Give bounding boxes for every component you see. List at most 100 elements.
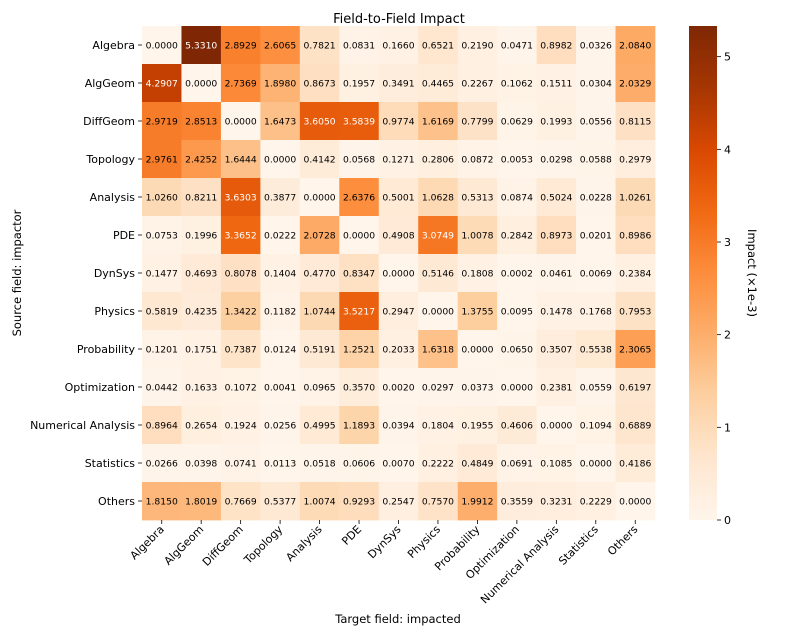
heatmap-cell xyxy=(378,444,419,483)
heatmap-cell xyxy=(418,330,459,369)
heatmap-cell xyxy=(181,444,222,483)
heatmap-cell xyxy=(615,216,656,255)
cell-value-label: 0.7799 xyxy=(461,116,493,127)
cell-value-label: 0.0518 xyxy=(303,458,335,469)
heatmap-cell xyxy=(615,64,656,103)
heatmap-cell xyxy=(378,64,419,103)
cell-value-label: 2.0728 xyxy=(303,230,335,241)
y-tick-label: Numerical Analysis xyxy=(30,419,135,432)
heatmap-cell xyxy=(615,406,656,445)
heatmap-cell xyxy=(497,444,537,483)
heatmap-cell xyxy=(142,102,182,141)
heatmap-cell xyxy=(260,216,301,255)
cell-value-label: 0.0650 xyxy=(501,344,533,355)
cell-value-label: 0.2222 xyxy=(422,458,454,469)
heatmap-cell xyxy=(220,102,261,141)
heatmap-cell xyxy=(536,406,577,445)
heatmap-cell xyxy=(615,444,656,483)
heatmap-cell xyxy=(497,292,537,331)
cell-value-label: 2.9761 xyxy=(146,154,178,165)
cell-value-label: 0.0568 xyxy=(343,154,375,165)
cell-value-label: 0.2190 xyxy=(461,40,493,51)
cell-value-label: 0.1804 xyxy=(422,420,454,431)
heatmap-cell xyxy=(299,330,340,369)
heatmap-cell xyxy=(615,292,656,331)
heatmap-cell xyxy=(142,406,182,445)
cell-value-label: 1.3422 xyxy=(225,306,257,317)
cell-value-label: 0.8078 xyxy=(225,268,257,279)
cell-value-label: 0.0471 xyxy=(501,40,533,51)
heatmap-cell xyxy=(536,140,577,179)
cell-value-label: 0.0095 xyxy=(501,306,533,317)
cell-value-label: 0.4235 xyxy=(185,306,217,317)
heatmap-cell xyxy=(181,178,222,217)
cell-value-label: 0.0002 xyxy=(501,268,533,279)
heatmap-cell xyxy=(418,254,459,293)
cell-value-label: 0.8115 xyxy=(619,116,651,127)
heatmap-cell xyxy=(142,254,182,293)
y-tick-label: Topology xyxy=(85,153,135,166)
heatmap-cell xyxy=(260,482,301,521)
cell-value-label: 1.8980 xyxy=(264,78,296,89)
cell-value-label: 0.0304 xyxy=(580,78,612,89)
heatmap-cell xyxy=(576,254,616,293)
cell-value-label: 0.8973 xyxy=(540,230,572,241)
cell-value-label: 2.3065 xyxy=(619,344,651,355)
cell-value-label: 0.5377 xyxy=(264,496,296,507)
heatmap-cell xyxy=(260,368,301,407)
cell-value-label: 0.8986 xyxy=(619,230,651,241)
cell-value-label: 1.0260 xyxy=(146,192,178,203)
heatmap-cell xyxy=(615,482,656,521)
heatmap-cell xyxy=(418,102,459,141)
cell-value-label: 0.7821 xyxy=(303,40,335,51)
cell-value-label: 0.1633 xyxy=(185,382,217,393)
cell-value-label: 0.0256 xyxy=(264,420,296,431)
cell-value-label: 0.8982 xyxy=(540,40,572,51)
colorbar-tick-label: 3 xyxy=(724,236,731,249)
cell-value-label: 2.0840 xyxy=(619,40,651,51)
heatmap-cell xyxy=(220,482,261,521)
heatmap-cell xyxy=(142,178,182,217)
heatmap-cell xyxy=(339,254,380,293)
cell-value-label: 2.6376 xyxy=(343,192,375,203)
cell-value-label: 0.0965 xyxy=(303,382,335,393)
cell-value-label: 2.7369 xyxy=(225,78,257,89)
cell-value-label: 0.0874 xyxy=(501,192,533,203)
cell-value-label: 0.0000 xyxy=(580,458,612,469)
cell-value-label: 0.0394 xyxy=(382,420,414,431)
heatmap-cell xyxy=(220,178,261,217)
cell-value-label: 0.0222 xyxy=(264,230,296,241)
cell-value-label: 1.8019 xyxy=(185,496,217,507)
heatmap-cell xyxy=(418,482,459,521)
cell-value-label: 0.0070 xyxy=(382,458,414,469)
cell-value-label: 0.7570 xyxy=(422,496,454,507)
cell-value-label: 0.1201 xyxy=(146,344,178,355)
heatmap-cell xyxy=(299,292,340,331)
cell-value-label: 5.3310 xyxy=(185,40,217,51)
cell-value-label: 1.6318 xyxy=(422,344,454,355)
heatmap-cell xyxy=(457,26,498,65)
heatmap-cell xyxy=(260,26,301,65)
y-tick-label: DynSys xyxy=(94,267,135,280)
x-tick-label: Numerical Analysis xyxy=(478,523,562,607)
cell-value-label: 0.6889 xyxy=(619,420,651,431)
heatmap-cell xyxy=(615,102,656,141)
heatmap-cell xyxy=(418,216,459,255)
heatmap-cell xyxy=(299,178,340,217)
cell-value-label: 0.0741 xyxy=(225,458,257,469)
heatmap-cell xyxy=(220,26,261,65)
cell-value-label: 0.0000 xyxy=(264,154,296,165)
heatmap-cell xyxy=(220,254,261,293)
heatmap-cell xyxy=(378,216,419,255)
y-tick-label: Optimization xyxy=(65,381,135,394)
cell-value-label: 0.0020 xyxy=(382,382,414,393)
heatmap-cell xyxy=(260,444,301,483)
cell-value-label: 3.6050 xyxy=(303,116,335,127)
cell-value-label: 0.4142 xyxy=(303,154,335,165)
cell-value-label: 0.0398 xyxy=(185,458,217,469)
cell-value-label: 1.0744 xyxy=(303,306,335,317)
heatmap-cell xyxy=(536,254,577,293)
heatmap-cell xyxy=(378,178,419,217)
